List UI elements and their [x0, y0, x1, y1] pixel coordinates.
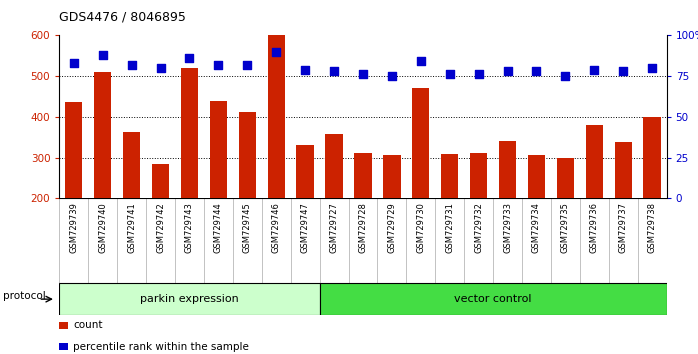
Bar: [441, 154, 459, 280]
Point: [473, 72, 484, 77]
Text: GSM729730: GSM729730: [416, 202, 425, 253]
Text: GSM729740: GSM729740: [98, 202, 107, 253]
Point: [618, 68, 629, 74]
Bar: [383, 155, 401, 280]
Bar: [320, 283, 667, 315]
Bar: [528, 155, 545, 280]
Point: [155, 65, 166, 71]
Text: GSM729732: GSM729732: [474, 202, 483, 253]
Bar: [59, 283, 320, 315]
Text: GSM729734: GSM729734: [532, 202, 541, 253]
Point: [184, 55, 195, 61]
Text: GSM729747: GSM729747: [301, 202, 310, 253]
Bar: [614, 142, 632, 280]
Bar: [59, 343, 68, 350]
Point: [560, 73, 571, 79]
Text: GSM729737: GSM729737: [618, 202, 628, 253]
Text: GSM729727: GSM729727: [329, 202, 339, 253]
Text: GSM729742: GSM729742: [156, 202, 165, 253]
Text: protocol: protocol: [3, 291, 46, 301]
Text: GDS4476 / 8046895: GDS4476 / 8046895: [59, 11, 186, 24]
Point: [299, 67, 311, 73]
Bar: [499, 141, 517, 280]
Bar: [470, 153, 487, 280]
Text: GSM729736: GSM729736: [590, 202, 599, 253]
Text: GSM729731: GSM729731: [445, 202, 454, 253]
Point: [213, 62, 224, 68]
Bar: [59, 321, 68, 329]
Bar: [65, 102, 82, 280]
Bar: [586, 125, 603, 280]
Text: GSM729728: GSM729728: [359, 202, 367, 253]
Bar: [297, 145, 314, 280]
Bar: [239, 112, 256, 280]
Text: GSM729744: GSM729744: [214, 202, 223, 253]
Bar: [152, 165, 169, 280]
Text: GSM729739: GSM729739: [69, 202, 78, 253]
Point: [415, 59, 426, 64]
Text: parkin expression: parkin expression: [140, 294, 239, 304]
Bar: [123, 132, 140, 280]
Point: [502, 68, 513, 74]
Text: GSM729735: GSM729735: [561, 202, 570, 253]
Point: [68, 60, 80, 66]
Bar: [355, 154, 371, 280]
Text: GSM729743: GSM729743: [185, 202, 194, 253]
Text: GSM729729: GSM729729: [387, 202, 396, 253]
Point: [357, 72, 369, 77]
Text: count: count: [73, 320, 103, 330]
Point: [531, 68, 542, 74]
Point: [588, 67, 600, 73]
Text: percentile rank within the sample: percentile rank within the sample: [73, 342, 249, 352]
Point: [242, 62, 253, 68]
Point: [444, 72, 455, 77]
Point: [271, 49, 282, 55]
Bar: [181, 68, 198, 280]
Bar: [644, 117, 661, 280]
Point: [126, 62, 138, 68]
Text: GSM729738: GSM729738: [648, 202, 657, 253]
Text: GSM729733: GSM729733: [503, 202, 512, 253]
Point: [329, 68, 340, 74]
Text: GSM729746: GSM729746: [272, 202, 281, 253]
Text: vector control: vector control: [454, 294, 532, 304]
Point: [646, 65, 658, 71]
Point: [97, 52, 108, 58]
Text: GSM729745: GSM729745: [243, 202, 252, 253]
Bar: [94, 72, 112, 280]
Bar: [267, 35, 285, 280]
Bar: [209, 101, 227, 280]
Point: [386, 73, 397, 79]
Bar: [325, 134, 343, 280]
Text: GSM729741: GSM729741: [127, 202, 136, 253]
Bar: [557, 158, 574, 280]
Bar: [412, 88, 429, 280]
